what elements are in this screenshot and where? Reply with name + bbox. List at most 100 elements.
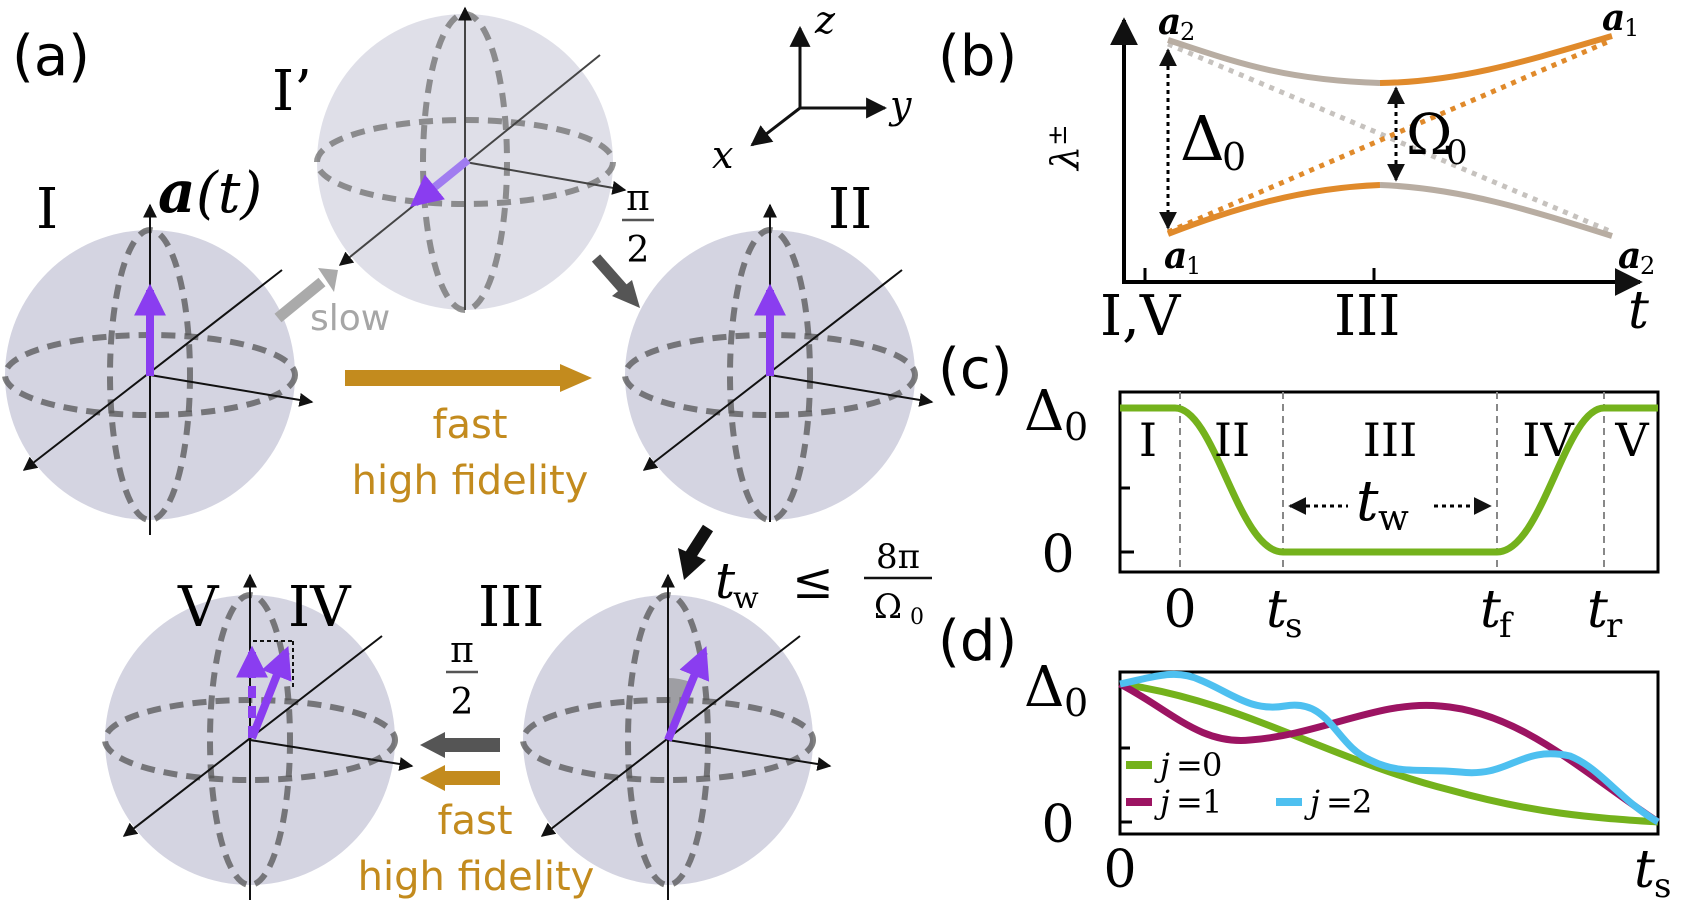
d-curve-j0 xyxy=(1119,680,1659,826)
c-tw-label: t w xyxy=(1356,469,1409,539)
svg-text:2: 2 xyxy=(627,230,650,271)
svg-text:2: 2 xyxy=(1352,783,1372,821)
panel-d: (d) Δ 0 0 0 t s j = 0 j = 1 xyxy=(938,609,1671,905)
dark-arrow-to-ii xyxy=(591,254,640,308)
svg-text:π: π xyxy=(626,178,650,219)
svg-text:1: 1 xyxy=(1186,252,1201,280)
svg-text:1: 1 xyxy=(1202,783,1222,821)
c-region-ii: II xyxy=(1214,413,1250,467)
svg-text:=: = xyxy=(1176,746,1203,784)
svg-text:8π: 8π xyxy=(876,537,920,577)
tw-condition: t w ≤ 8π Ω 0 xyxy=(715,537,932,630)
panel-c: (c) I II III IV V t w Δ 0 0 0 t s t xyxy=(938,337,1660,646)
c-region-iii: III xyxy=(1363,413,1418,467)
c-frame xyxy=(1118,390,1660,574)
svg-text:Ω: Ω xyxy=(874,587,902,627)
sphere-iv-v xyxy=(102,573,414,900)
svg-text:0: 0 xyxy=(1446,133,1468,173)
b-eigen-upper xyxy=(1167,33,1613,86)
svg-text:1: 1 xyxy=(1624,14,1639,42)
b-label-a2-right: a 2 xyxy=(1618,235,1655,280)
stage-label-i-prime: I’ xyxy=(272,59,312,124)
svg-text:r: r xyxy=(1606,606,1623,646)
axis-y-label: y xyxy=(888,83,912,127)
pi-half-bottom: π 2 xyxy=(446,630,478,723)
svg-text:±: ± xyxy=(1043,124,1073,146)
svg-text:0: 0 xyxy=(1202,746,1222,784)
c-region-i: I xyxy=(1139,413,1157,467)
svg-text:s: s xyxy=(1285,606,1302,646)
svg-text:f: f xyxy=(1499,606,1514,646)
svg-text:0: 0 xyxy=(910,605,924,630)
b-omega-label: Ω 0 xyxy=(1406,103,1468,173)
b-diabatic-a1 xyxy=(1167,37,1613,235)
svg-text:0: 0 xyxy=(1064,681,1088,725)
b-xlabel: t xyxy=(1628,281,1649,341)
svg-text:(t): (t) xyxy=(196,161,262,226)
stage-label-i: I xyxy=(36,177,58,242)
stage-label-ii: II xyxy=(828,177,872,242)
d-ytick-label-bottom: 0 xyxy=(1041,795,1074,855)
svg-text:j: j xyxy=(1154,783,1170,821)
legend-j2: j = 2 xyxy=(1276,783,1372,821)
svg-text:=: = xyxy=(1326,783,1353,821)
svg-text:j: j xyxy=(1304,783,1320,821)
svg-text:w: w xyxy=(1378,498,1409,539)
c-xtick-tr: t r xyxy=(1587,580,1623,646)
svg-text:w: w xyxy=(733,581,759,616)
svg-text:0: 0 xyxy=(1222,135,1246,179)
svg-text:a: a xyxy=(1164,235,1187,277)
tw-arrow xyxy=(678,524,714,580)
svg-text:2: 2 xyxy=(1180,18,1195,46)
svg-text:a: a xyxy=(1618,235,1641,277)
axis-x-label: x xyxy=(712,133,733,177)
b-tick-label-i-v: I,V xyxy=(1100,284,1182,349)
fidelity-label-top: high fidelity xyxy=(352,458,589,504)
d-xtick-right: t s xyxy=(1634,840,1671,905)
panel-d-label: (d) xyxy=(938,609,1017,674)
svg-text:2: 2 xyxy=(1640,252,1655,280)
stage-label-v: V xyxy=(177,575,220,640)
b-diabatic-a2 xyxy=(1167,41,1613,235)
d-ytick-label-top: Δ 0 xyxy=(1024,655,1088,725)
sphere-ii xyxy=(622,203,934,523)
axis-triad xyxy=(750,25,888,147)
pi-half-top: π 2 xyxy=(622,178,654,271)
svg-text:2: 2 xyxy=(451,682,474,723)
svg-text:Ω: Ω xyxy=(1406,103,1452,168)
b-tick-label-iii: III xyxy=(1334,284,1400,349)
fast-label-bottom: fast xyxy=(437,798,512,844)
fast-arrow-top xyxy=(345,364,592,392)
svg-text:j: j xyxy=(1154,746,1170,784)
fast-label-top: fast xyxy=(432,402,507,448)
svg-text:t: t xyxy=(1356,469,1379,534)
sphere-i-prime xyxy=(314,6,627,313)
c-xtick-ts: t s xyxy=(1266,580,1302,646)
svg-text:a: a xyxy=(158,158,196,226)
panel-a: (a) I’ I a (t) xyxy=(2,0,934,900)
svg-text:t: t xyxy=(715,552,736,610)
svg-text:Δ: Δ xyxy=(1024,655,1064,720)
svg-text:π: π xyxy=(450,630,474,671)
fidelity-label-bottom: high fidelity xyxy=(358,854,595,900)
svg-text:0: 0 xyxy=(1064,405,1088,449)
b-label-a1-right: a 1 xyxy=(1602,0,1639,42)
legend-j1: j = 1 xyxy=(1126,783,1222,821)
svg-text:a: a xyxy=(1602,0,1625,39)
svg-text:≤: ≤ xyxy=(792,552,834,610)
b-delta-label: Δ 0 xyxy=(1180,102,1246,179)
legend-j0: j = 0 xyxy=(1126,746,1222,784)
svg-text:t: t xyxy=(1634,840,1655,900)
sphere-i xyxy=(2,203,314,535)
svg-text:s: s xyxy=(1654,866,1671,905)
svg-text:Δ: Δ xyxy=(1024,379,1064,444)
svg-text:=: = xyxy=(1176,783,1203,821)
svg-text:a: a xyxy=(1158,1,1181,43)
c-xtick-0: 0 xyxy=(1163,580,1196,640)
svg-text:t: t xyxy=(1266,580,1287,640)
panel-b-label: (b) xyxy=(938,24,1017,89)
panel-b: (b) λ ± t I,V III Δ 0 Ω xyxy=(938,0,1655,349)
d-frame xyxy=(1118,670,1660,836)
svg-text:Δ: Δ xyxy=(1180,102,1225,175)
slow-arrow xyxy=(274,268,338,323)
